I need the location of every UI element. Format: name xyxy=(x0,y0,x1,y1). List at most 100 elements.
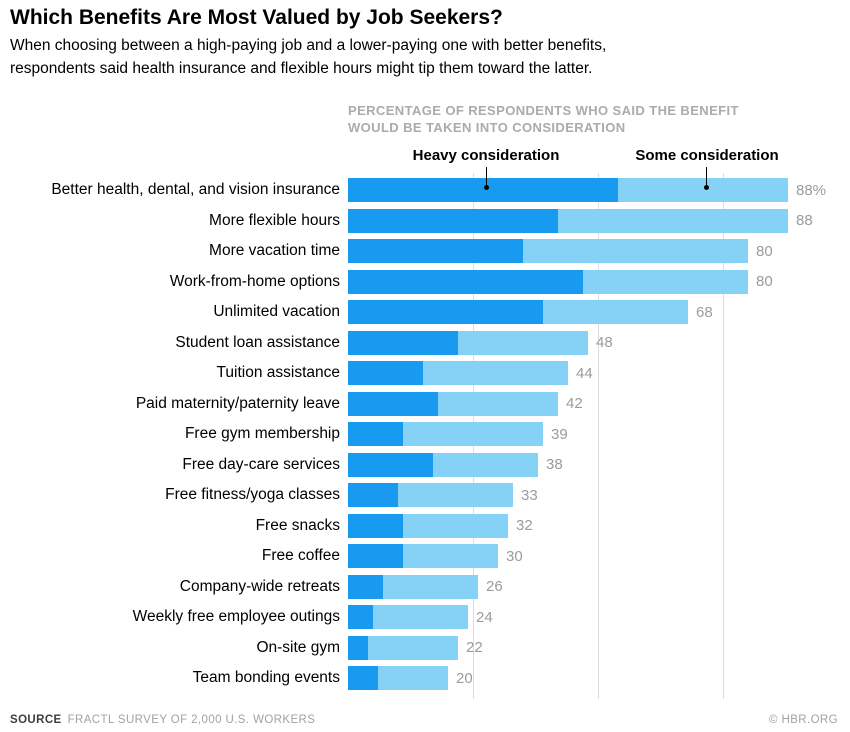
row-label: Weekly free employee outings xyxy=(132,608,340,625)
bar-row: Free snacks 32 xyxy=(0,513,850,538)
bar-row: Free gym membership 39 xyxy=(0,422,850,446)
bar-some-segment xyxy=(423,361,568,385)
row-label: Free snacks xyxy=(255,516,340,534)
bar-some-segment xyxy=(523,239,748,263)
credit-text: © HBR.ORG xyxy=(769,714,838,726)
bar-row: Company-wide retreats 26 xyxy=(0,574,850,599)
bar-heavy-segment xyxy=(348,239,523,263)
bar-track xyxy=(348,544,498,568)
bar-value-label: 39 xyxy=(551,425,568,443)
bar-row: Work-from-home options 80 xyxy=(0,269,850,294)
bar-value-label: 26 xyxy=(486,578,503,595)
bar-track xyxy=(348,361,568,385)
bar-some-segment xyxy=(373,605,468,629)
row-label: Free fitness/yoga classes xyxy=(165,486,340,503)
bar-value-label: 80 xyxy=(756,273,773,290)
bar-heavy-segment xyxy=(348,666,378,690)
bar-track xyxy=(348,605,468,629)
bar-some-segment xyxy=(433,452,538,477)
bar-value-label: 30 xyxy=(506,547,523,565)
bar-row: More vacation time 80 xyxy=(0,239,850,263)
bar-value-label: 88 xyxy=(796,212,813,229)
bar-value-label: 33 xyxy=(521,486,538,504)
bar-heavy-segment xyxy=(348,513,403,538)
bar-track xyxy=(348,422,543,446)
bar-some-segment xyxy=(438,391,558,416)
bar-track xyxy=(348,300,688,324)
bar-some-segment xyxy=(403,513,508,538)
bar-value-label: 38 xyxy=(546,456,563,473)
bar-row: Tuition assistance 44 xyxy=(0,361,850,385)
bar-some-segment xyxy=(378,666,448,690)
gridline-75 xyxy=(723,173,724,699)
bar-track xyxy=(348,452,538,477)
row-label: More vacation time xyxy=(209,242,340,259)
bar-row: On-site gym 22 xyxy=(0,635,850,660)
chart-subtitle: When choosing between a high-paying job … xyxy=(10,34,606,80)
bar-some-segment xyxy=(558,208,788,233)
bar-row: Free day-care services 38 xyxy=(0,452,850,477)
bar-value-label: 68 xyxy=(696,303,713,321)
bar-some-segment xyxy=(383,574,478,599)
row-label: Work-from-home options xyxy=(169,272,340,290)
bar-track xyxy=(348,208,788,233)
bar-heavy-segment xyxy=(348,635,368,660)
bar-heavy-segment xyxy=(348,178,618,202)
bar-value-label: 24 xyxy=(476,608,493,626)
bar-row: More flexible hours 88 xyxy=(0,208,850,233)
row-label: Student loan assistance xyxy=(175,333,340,351)
subtitle-line-1: When choosing between a high-paying job … xyxy=(10,37,607,54)
bar-track xyxy=(348,666,448,690)
bar-some-segment xyxy=(618,178,788,202)
row-label: Paid maternity/paternity leave xyxy=(135,394,340,412)
row-label: Company-wide retreats xyxy=(179,577,340,595)
row-label: Tuition assistance xyxy=(216,364,341,381)
chart-footer: SOURCE FRACTL SURVEY OF 2,000 U.S. WORKER… xyxy=(10,714,838,726)
bar-heavy-segment xyxy=(348,391,438,416)
bar-value-label: 22 xyxy=(466,639,483,656)
bar-heavy-segment xyxy=(348,361,423,385)
legend-heavy-consideration: Heavy consideration xyxy=(412,147,560,164)
bar-some-segment xyxy=(403,544,498,568)
row-label: Free coffee xyxy=(261,547,340,564)
bar-value-label: 42 xyxy=(566,395,583,412)
bar-track xyxy=(348,483,513,507)
legend-some-consideration: Some consideration xyxy=(635,147,779,164)
bar-track xyxy=(348,391,558,416)
bar-value-label: 80 xyxy=(756,242,773,260)
bar-row: Free fitness/yoga classes 33 xyxy=(0,483,850,507)
bar-heavy-segment xyxy=(348,208,558,233)
source-value: FRACTL SURVEY OF 2,000 U.S. WORKERS xyxy=(67,714,316,726)
bar-track xyxy=(348,574,478,599)
bar-heavy-segment xyxy=(348,483,398,507)
bar-track xyxy=(348,513,508,538)
source-label: SOURCE xyxy=(10,714,62,726)
axis-note: PERCENTAGE OF RESPONDENTS WHO SAID THE B… xyxy=(348,102,739,136)
bar-some-segment xyxy=(543,300,688,324)
bar-value-label: 32 xyxy=(516,517,533,534)
row-label: Team bonding events xyxy=(192,669,340,686)
page-title: Which Benefits Are Most Valued by Job Se… xyxy=(10,6,503,29)
source-text: SOURCE FRACTL SURVEY OF 2,000 U.S. WORKER… xyxy=(10,714,315,726)
bar-row: Free coffee 30 xyxy=(0,544,850,568)
bar-row: Team bonding events 20 xyxy=(0,666,850,690)
legend-some-leader-line xyxy=(704,167,709,190)
bar-row: Unlimited vacation 68 xyxy=(0,300,850,324)
bar-track xyxy=(348,269,748,294)
legend-heavy-leader-line xyxy=(484,167,489,190)
axis-note-line-1: PERCENTAGE OF RESPONDENTS WHO SAID THE B… xyxy=(348,103,739,118)
bar-heavy-segment xyxy=(348,574,383,599)
axis-note-line-2: WOULD BE TAKEN INTO CONSIDERATION xyxy=(348,120,626,135)
bar-track xyxy=(348,178,788,202)
bar-row: Better health, dental, and vision insura… xyxy=(0,178,850,202)
bar-heavy-segment xyxy=(348,300,543,324)
row-label: Free day-care services xyxy=(182,455,340,473)
bar-heavy-segment xyxy=(348,422,403,446)
bar-row: Paid maternity/paternity leave 42 xyxy=(0,391,850,416)
bar-value-label: 20 xyxy=(456,669,473,687)
bar-track xyxy=(348,635,458,660)
bar-value-label: 88% xyxy=(796,181,827,199)
bar-heavy-segment xyxy=(348,330,458,355)
row-label: On-site gym xyxy=(256,638,340,656)
bar-some-segment xyxy=(458,330,588,355)
